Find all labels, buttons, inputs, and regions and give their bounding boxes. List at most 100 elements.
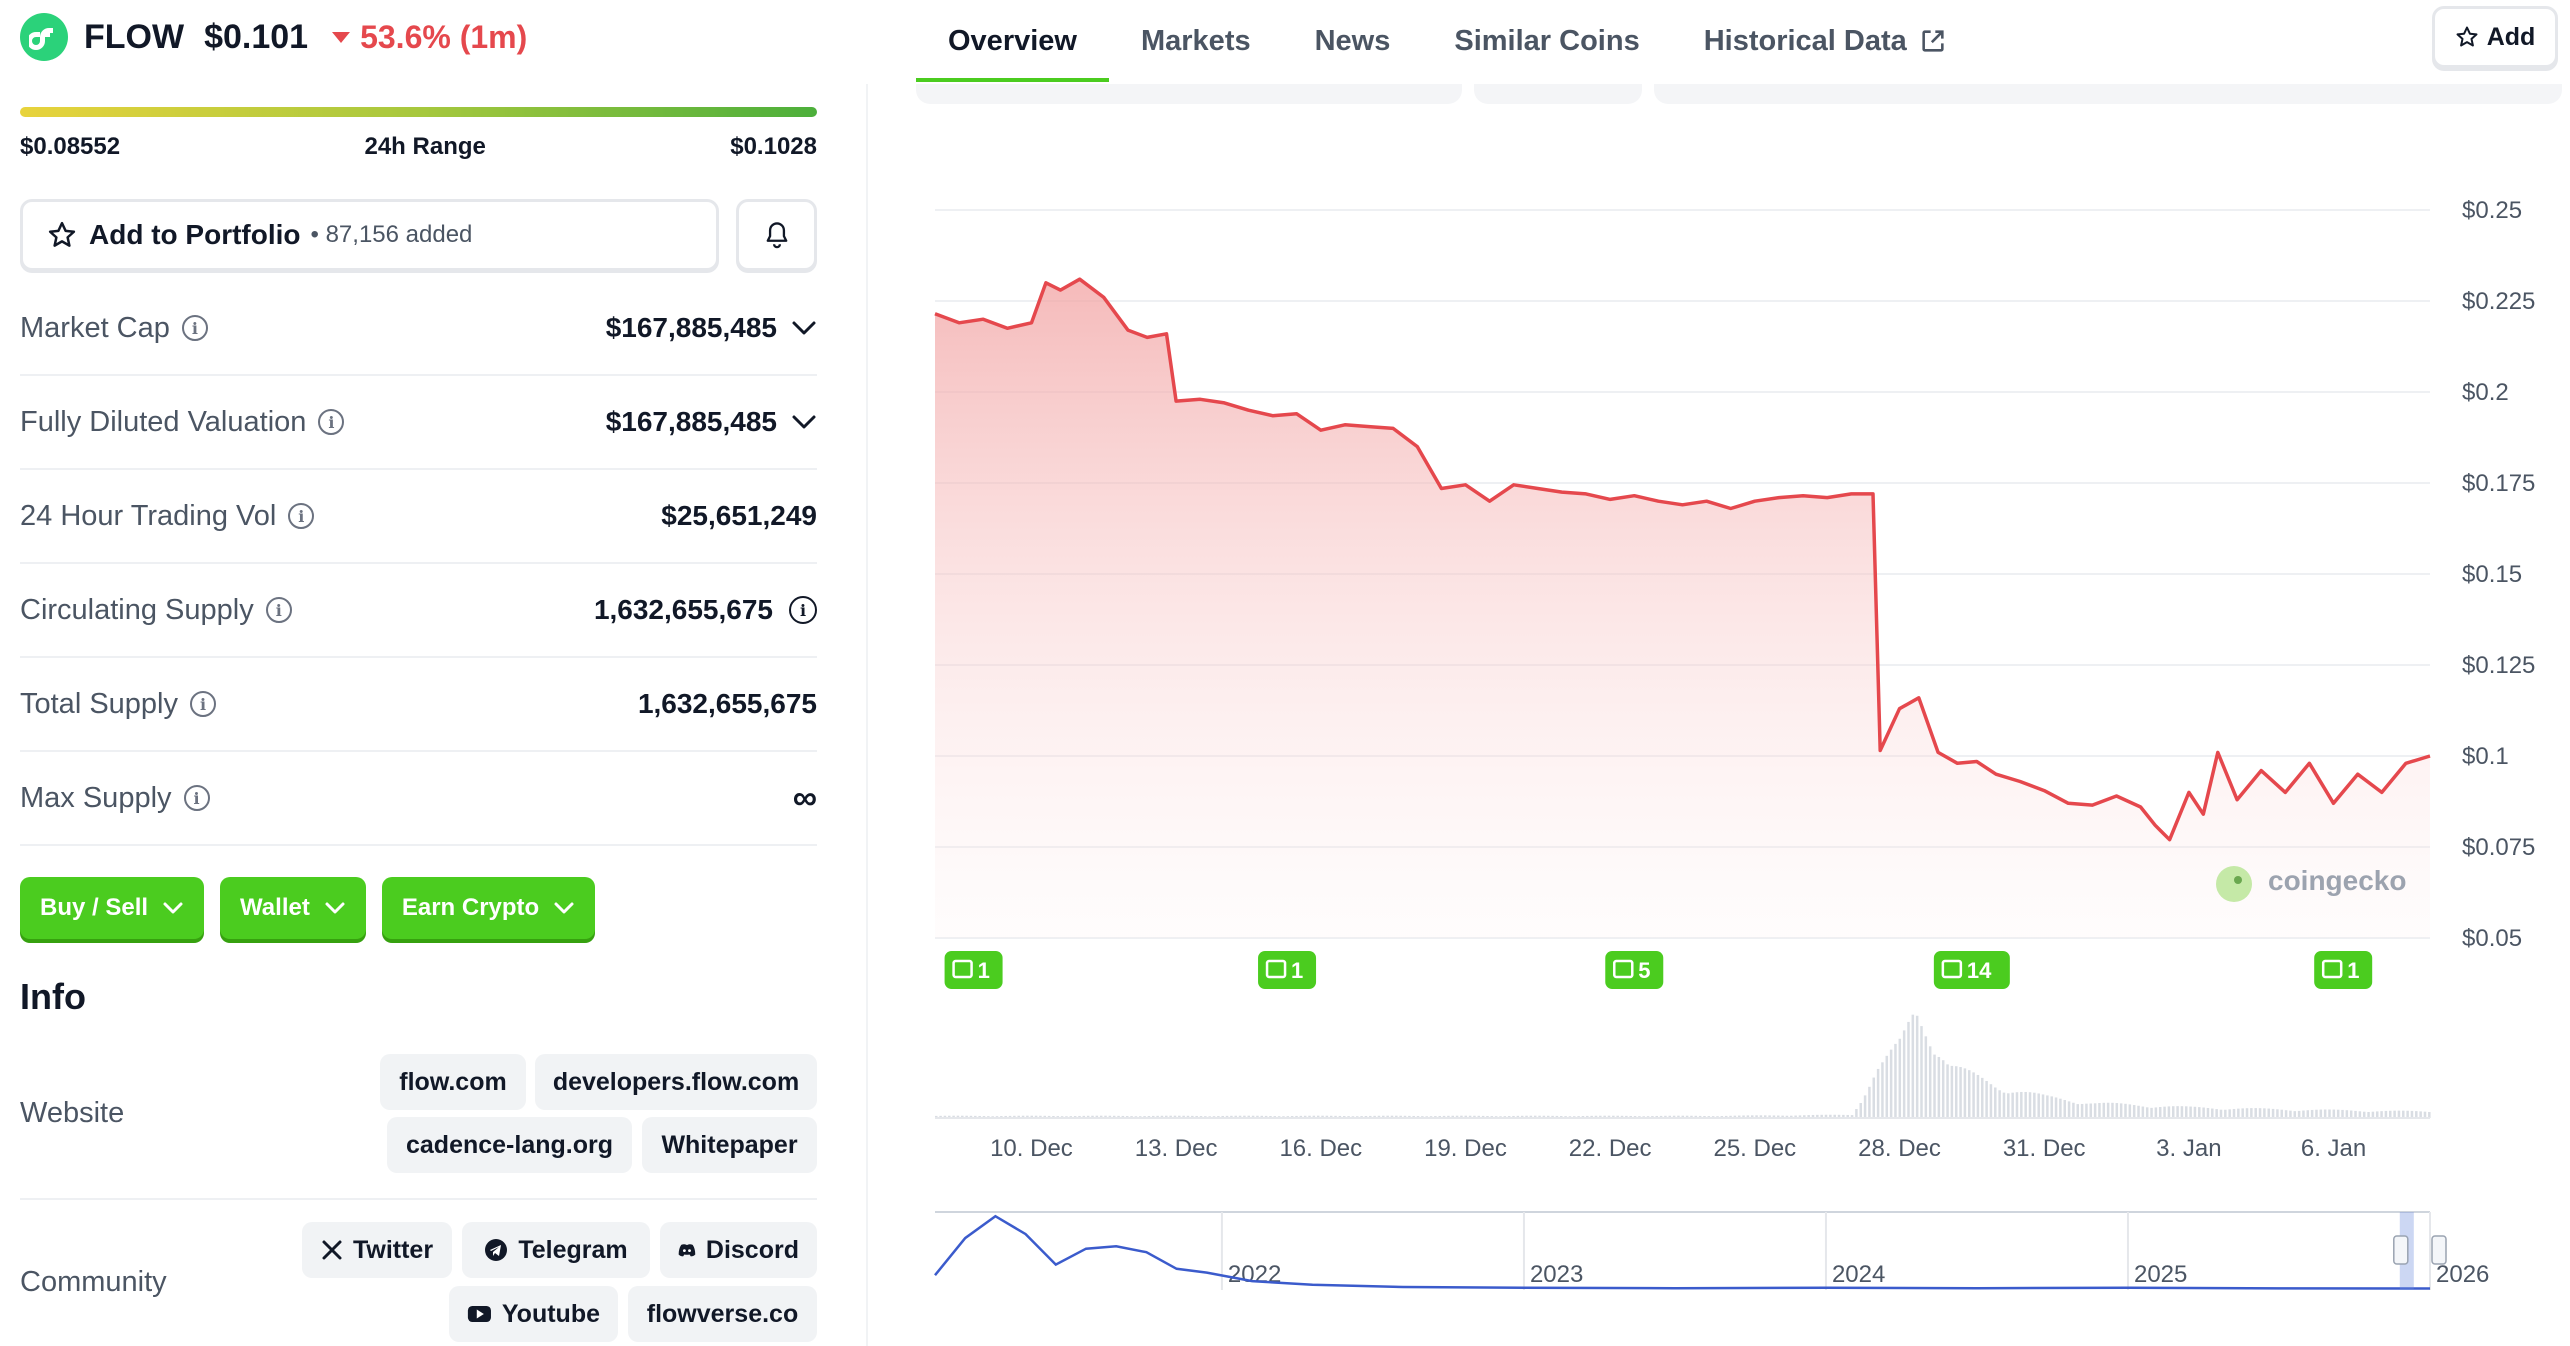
info-icon[interactable]: i bbox=[318, 409, 345, 435]
volume-bar bbox=[2163, 1106, 2166, 1118]
tab-news[interactable]: News bbox=[1314, 24, 1391, 57]
volume-bar bbox=[2193, 1106, 2197, 1118]
volume-bar bbox=[1885, 1055, 1889, 1118]
website-link-cadence[interactable]: cadence-lang.org bbox=[387, 1117, 632, 1173]
chevron-down-icon bbox=[792, 321, 816, 335]
volume-bar bbox=[2132, 1105, 2136, 1118]
x-tick-label: 6. Jan bbox=[2301, 1135, 2366, 1162]
volume-bar bbox=[1846, 1114, 1849, 1118]
telegram-icon bbox=[485, 1239, 508, 1261]
volume-bar bbox=[2011, 1092, 2014, 1118]
volume-bar bbox=[1989, 1084, 1993, 1118]
newspaper-icon bbox=[952, 959, 973, 979]
price-alert-button[interactable] bbox=[736, 199, 817, 271]
stat-row-circulating-supply: Circulating Supply i 1,632,655,675 i bbox=[20, 564, 817, 658]
tab-markets[interactable]: Markets bbox=[1140, 24, 1251, 57]
volume-bar bbox=[2098, 1102, 2101, 1118]
telegram-link[interactable]: Telegram bbox=[462, 1222, 650, 1278]
newspaper-icon bbox=[1613, 959, 1634, 979]
volume-bar bbox=[1525, 1115, 1528, 1118]
volume-bar bbox=[1777, 1115, 1780, 1118]
buy-sell-button[interactable]: Buy / Sell bbox=[20, 877, 205, 939]
volume-bar bbox=[2250, 1108, 2253, 1118]
volume-bar bbox=[2336, 1109, 2340, 1118]
price-change-text: 53.6% (1m) bbox=[360, 18, 528, 55]
tab-overview[interactable]: Overview bbox=[916, 0, 1109, 82]
volume-bar bbox=[948, 1115, 951, 1118]
website-link-developers[interactable]: developers.flow.com bbox=[535, 1054, 817, 1110]
volume-bar bbox=[1104, 1115, 1107, 1118]
x-tick-label: 16. Dec bbox=[1279, 1135, 1362, 1162]
volume-bar bbox=[2145, 1107, 2149, 1118]
volume-bar bbox=[1755, 1115, 1758, 1118]
volume-bar bbox=[1555, 1115, 1559, 1118]
volume-bar bbox=[1933, 1054, 1936, 1118]
twitter-label: Twitter bbox=[352, 1235, 434, 1264]
chart-toolbar-group[interactable] bbox=[1474, 84, 1642, 104]
volume-bar bbox=[2224, 1109, 2227, 1118]
wallet-button[interactable]: Wallet bbox=[220, 877, 366, 939]
volume-bar bbox=[1451, 1115, 1454, 1118]
discord-link[interactable]: Discord bbox=[660, 1222, 817, 1278]
whitepaper-link[interactable]: Whitepaper bbox=[642, 1117, 817, 1173]
volume-bar bbox=[1260, 1115, 1264, 1118]
volume-bar bbox=[1941, 1060, 1945, 1118]
market-cap-toggle[interactable]: $167,885,485 bbox=[606, 312, 817, 344]
volume-bar bbox=[1816, 1114, 1819, 1118]
volume-bar bbox=[1994, 1087, 1997, 1118]
volume-bar bbox=[2185, 1106, 2188, 1118]
volume-bar bbox=[1195, 1115, 1198, 1118]
volume-bar bbox=[1881, 1062, 1884, 1118]
volume-bar bbox=[1868, 1086, 1871, 1118]
info-icon[interactable]: i bbox=[190, 691, 216, 717]
fdv-toggle[interactable]: $167,885,485 bbox=[606, 406, 817, 438]
earn-crypto-button[interactable]: Earn Crypto bbox=[381, 877, 596, 939]
volume-bar bbox=[2115, 1103, 2119, 1118]
volume-bar bbox=[1768, 1115, 1771, 1118]
info-icon[interactable]: i bbox=[265, 597, 292, 623]
watermark-text: coingecko bbox=[2268, 865, 2406, 896]
add-to-portfolio-button[interactable]: Add to Portfolio • 87,156 added bbox=[20, 199, 719, 271]
volume-bar bbox=[1442, 1115, 1446, 1118]
volume-bar bbox=[1043, 1115, 1047, 1118]
chart-toolbar-group[interactable] bbox=[916, 84, 1462, 104]
volume-bar bbox=[1021, 1115, 1025, 1118]
flowverse-link[interactable]: flowverse.co bbox=[628, 1286, 817, 1342]
volume-bar bbox=[1486, 1115, 1489, 1118]
volume-bar bbox=[1243, 1115, 1246, 1118]
twitter-link[interactable]: Twitter bbox=[302, 1222, 452, 1278]
info-icon[interactable]: i bbox=[183, 785, 210, 811]
website-link-flow[interactable]: flow.com bbox=[380, 1054, 526, 1110]
tab-similar-coins[interactable]: Similar Coins bbox=[1454, 24, 1640, 57]
volume-bar bbox=[1395, 1115, 1398, 1118]
stat-label: Market Cap bbox=[20, 311, 170, 344]
volume-bar bbox=[2367, 1112, 2370, 1118]
volume-bar bbox=[2280, 1109, 2283, 1118]
volume-bar bbox=[1108, 1115, 1112, 1118]
volume-bar bbox=[2002, 1092, 2006, 1118]
info-icon[interactable]: i bbox=[181, 315, 208, 341]
volume-bar bbox=[1455, 1115, 1459, 1118]
tab-historical-data[interactable]: Historical Data bbox=[1672, 0, 1979, 82]
volume-bar bbox=[2284, 1110, 2288, 1118]
volume-bar bbox=[1191, 1115, 1194, 1118]
chart-toolbar-group[interactable] bbox=[1654, 84, 2562, 104]
volume-bar bbox=[2158, 1107, 2162, 1118]
volume-bar bbox=[935, 1115, 938, 1118]
volume-bar bbox=[2289, 1110, 2292, 1118]
news-count: 5 bbox=[1638, 958, 1650, 983]
add-watchlist-button[interactable]: Add bbox=[2432, 6, 2558, 68]
volume-bar bbox=[1039, 1115, 1042, 1118]
volume-bar bbox=[943, 1115, 947, 1118]
volume-bar bbox=[1681, 1115, 1685, 1118]
volume-bar bbox=[1468, 1115, 1472, 1118]
volume-bar bbox=[956, 1115, 960, 1118]
volume-bar bbox=[2415, 1111, 2418, 1118]
info-icon[interactable]: i bbox=[288, 503, 315, 529]
volume-bar bbox=[1447, 1115, 1450, 1118]
volume-bar bbox=[1889, 1049, 1893, 1118]
volume-bar bbox=[2154, 1107, 2158, 1118]
info-icon[interactable]: i bbox=[789, 596, 817, 624]
youtube-link[interactable]: Youtube bbox=[449, 1286, 618, 1342]
